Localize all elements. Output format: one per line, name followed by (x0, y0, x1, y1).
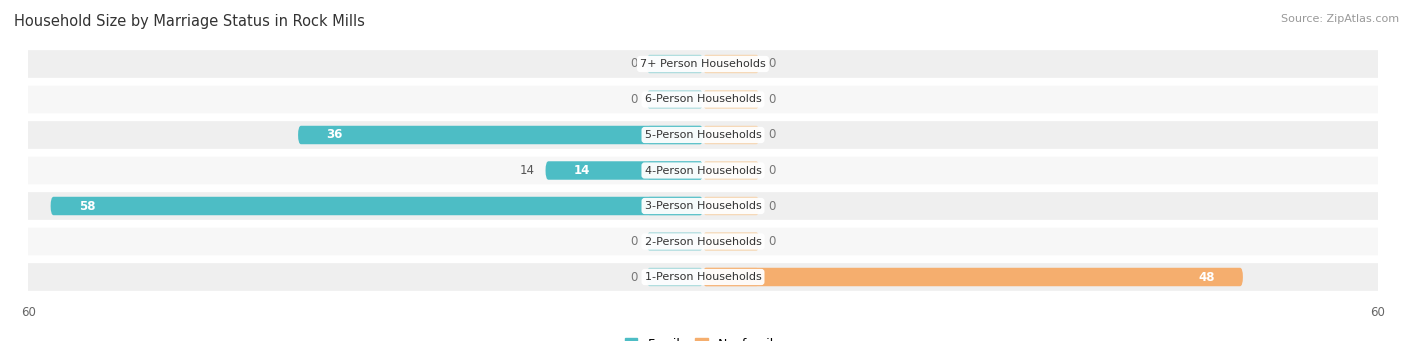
FancyBboxPatch shape (703, 161, 759, 180)
Text: Household Size by Marriage Status in Rock Mills: Household Size by Marriage Status in Roc… (14, 14, 366, 29)
FancyBboxPatch shape (703, 197, 759, 215)
FancyBboxPatch shape (703, 90, 759, 109)
FancyBboxPatch shape (51, 197, 703, 215)
FancyBboxPatch shape (6, 192, 1400, 220)
FancyBboxPatch shape (6, 121, 1400, 149)
FancyBboxPatch shape (703, 268, 1243, 286)
Text: 14: 14 (519, 164, 534, 177)
FancyBboxPatch shape (647, 55, 703, 73)
FancyBboxPatch shape (298, 126, 703, 144)
FancyBboxPatch shape (546, 161, 703, 180)
Text: 2-Person Households: 2-Person Households (644, 237, 762, 247)
FancyBboxPatch shape (647, 197, 703, 215)
FancyBboxPatch shape (647, 232, 703, 251)
Text: 0: 0 (630, 235, 638, 248)
Text: 6-Person Households: 6-Person Households (644, 94, 762, 104)
Text: 0: 0 (768, 199, 776, 212)
Text: 0: 0 (630, 58, 638, 71)
Text: 4-Person Households: 4-Person Households (644, 165, 762, 176)
Text: 0: 0 (768, 93, 776, 106)
Text: 7+ Person Households: 7+ Person Households (640, 59, 766, 69)
FancyBboxPatch shape (703, 55, 759, 73)
Text: 0: 0 (768, 164, 776, 177)
Text: 58: 58 (79, 199, 96, 212)
FancyBboxPatch shape (6, 50, 1400, 78)
Text: 36: 36 (326, 129, 343, 142)
FancyBboxPatch shape (647, 90, 703, 109)
Text: 0: 0 (768, 58, 776, 71)
Text: Source: ZipAtlas.com: Source: ZipAtlas.com (1281, 14, 1399, 24)
FancyBboxPatch shape (6, 263, 1400, 291)
Text: 3-Person Households: 3-Person Households (644, 201, 762, 211)
Text: 0: 0 (630, 270, 638, 283)
FancyBboxPatch shape (647, 126, 703, 144)
Legend: Family, Nonfamily: Family, Nonfamily (624, 338, 782, 341)
Text: 0: 0 (768, 235, 776, 248)
FancyBboxPatch shape (6, 86, 1400, 113)
Text: 0: 0 (768, 129, 776, 142)
FancyBboxPatch shape (6, 157, 1400, 184)
FancyBboxPatch shape (703, 232, 759, 251)
Text: 1-Person Households: 1-Person Households (644, 272, 762, 282)
FancyBboxPatch shape (647, 268, 703, 286)
FancyBboxPatch shape (703, 268, 759, 286)
FancyBboxPatch shape (647, 161, 703, 180)
Text: 48: 48 (1198, 270, 1215, 283)
Text: 0: 0 (630, 93, 638, 106)
FancyBboxPatch shape (703, 126, 759, 144)
Text: 5-Person Households: 5-Person Households (644, 130, 762, 140)
Text: 14: 14 (574, 164, 591, 177)
FancyBboxPatch shape (6, 228, 1400, 255)
